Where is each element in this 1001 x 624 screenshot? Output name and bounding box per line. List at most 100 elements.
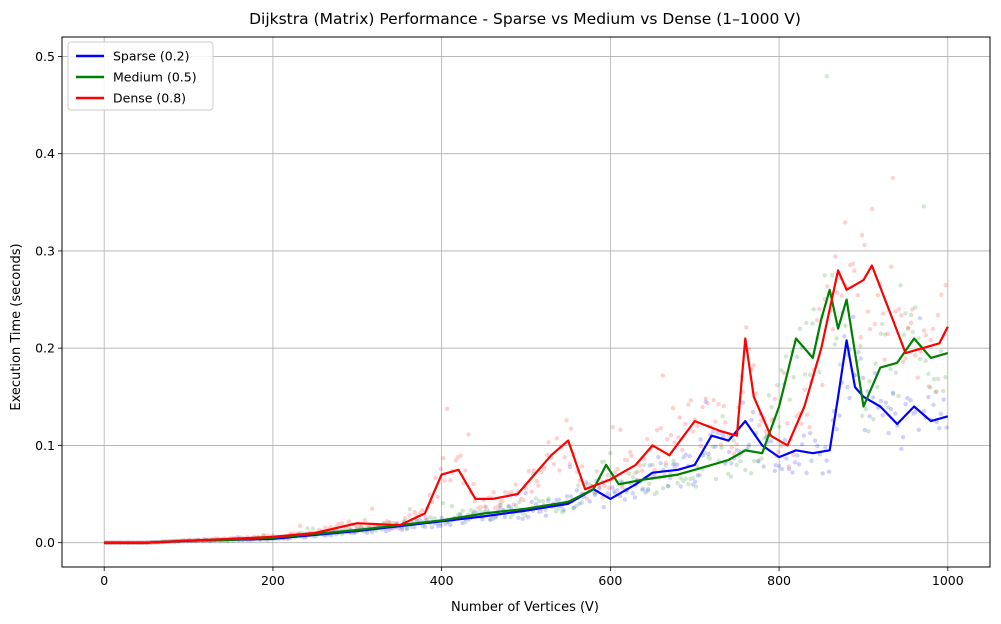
scatter-point: [908, 398, 913, 403]
scatter-point: [688, 398, 693, 403]
scatter-point: [680, 447, 685, 453]
scatter-point: [804, 412, 810, 417]
scatter-point: [670, 405, 676, 411]
scatter-point: [740, 389, 746, 395]
scatter-point: [900, 435, 906, 440]
scatter-point: [762, 436, 767, 441]
scatter-point: [756, 458, 761, 463]
scatter-point: [779, 466, 785, 472]
scatter-point: [503, 490, 508, 495]
scatter-point: [749, 471, 754, 476]
scatter-point: [931, 402, 936, 408]
scatter-point: [602, 483, 607, 489]
scatter-point: [608, 450, 613, 456]
scatter-point: [463, 468, 468, 473]
scatter-point: [564, 418, 569, 423]
scatter-point: [618, 494, 623, 499]
scatter-point: [890, 175, 896, 181]
scatter-point: [422, 524, 428, 529]
scatter-point: [493, 505, 498, 511]
scatter-point: [506, 490, 511, 496]
scatter-point: [645, 488, 651, 493]
scatter-point: [720, 414, 725, 419]
scatter-point: [584, 482, 589, 487]
scatter-point: [543, 507, 548, 513]
scatter-point: [652, 472, 657, 478]
scatter-point: [472, 509, 477, 514]
scatter-point: [483, 505, 489, 510]
scatter-point: [726, 449, 732, 455]
scatter-point: [695, 473, 700, 478]
scatter-point: [672, 464, 678, 469]
scatter-point: [665, 483, 671, 489]
scatter-point: [645, 436, 650, 442]
scatter-point: [706, 451, 711, 457]
scatter-point: [893, 411, 898, 416]
scatter-point: [628, 450, 633, 455]
scatter-point: [738, 459, 743, 464]
scatter-point: [713, 419, 718, 424]
scatter-point: [926, 384, 931, 389]
scatter-point: [768, 438, 774, 444]
scatter-point: [516, 499, 522, 505]
scatter-point: [729, 445, 735, 450]
scatter-point: [938, 411, 944, 416]
scatter-point: [632, 470, 638, 476]
scatter-point: [561, 507, 566, 513]
scatter-point: [756, 459, 761, 464]
scatter-point: [815, 443, 820, 449]
scatter-point: [734, 447, 739, 453]
scatter-point: [579, 500, 585, 506]
scatter-point: [518, 496, 524, 502]
scatter-point: [656, 454, 661, 460]
scatter-point: [458, 453, 463, 458]
scatter-point: [498, 500, 503, 506]
scatter-point: [782, 437, 788, 443]
series-line-2: [104, 264, 949, 544]
scatter-point: [716, 401, 721, 407]
scatter-point: [478, 509, 483, 514]
scatter-point: [488, 517, 493, 522]
scatter-point: [606, 492, 612, 498]
scatter-point: [820, 382, 825, 388]
scatter-point: [435, 523, 441, 529]
scatter-point: [584, 496, 590, 501]
scatter-point: [568, 426, 574, 431]
scatter-point: [567, 464, 573, 470]
scatter-point: [852, 268, 857, 273]
scatter-point: [786, 466, 792, 472]
scatter-point: [652, 491, 658, 497]
scatter-point: [670, 462, 676, 467]
scatter-point: [802, 387, 807, 393]
scatter-point: [683, 421, 688, 427]
scatter-point: [521, 498, 526, 503]
scatter-point: [928, 337, 933, 343]
scatter-point: [490, 516, 495, 522]
scatter-point: [629, 453, 634, 459]
scatter-point: [666, 483, 671, 489]
scatter-point: [564, 494, 570, 499]
scatter-point: [752, 458, 757, 464]
scatter-point: [516, 515, 521, 520]
scatter-point: [926, 371, 931, 377]
scatter-point: [523, 490, 528, 496]
scatter-point: [801, 433, 807, 438]
scatter-point: [798, 421, 804, 426]
scatter-point: [719, 445, 724, 450]
scatter-point: [386, 519, 391, 525]
scatter-point: [898, 283, 903, 288]
scatter-point: [652, 467, 657, 472]
scatter-point: [933, 389, 938, 395]
scatter-point: [839, 293, 845, 298]
scatter-point: [912, 410, 918, 415]
scatter-point: [916, 336, 921, 341]
scatter-point: [870, 206, 875, 212]
scatter-point: [829, 272, 835, 278]
scatter-point: [883, 400, 889, 405]
scatter-point: [618, 478, 623, 484]
scatter-point: [496, 503, 501, 509]
scatter-point: [734, 462, 739, 468]
scatter-point: [471, 481, 476, 487]
scatter-point: [779, 368, 784, 373]
scatter-point: [856, 349, 861, 355]
